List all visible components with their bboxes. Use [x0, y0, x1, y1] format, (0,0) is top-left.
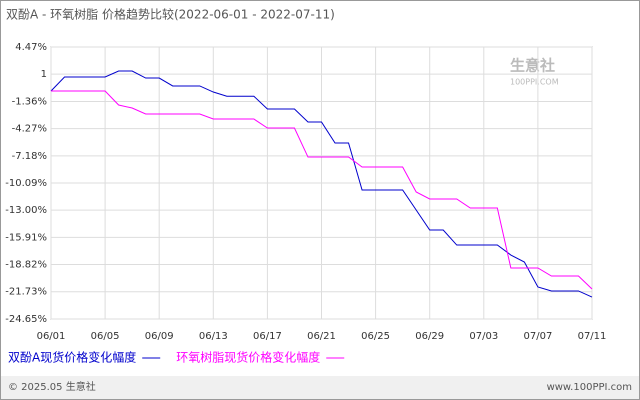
y-tick-label: -7.18%: [12, 151, 47, 162]
y-tick-label: 1: [41, 69, 47, 80]
footer-left: © 2025.05 生意社: [8, 380, 96, 393]
footer-right: www.100PPI.com: [547, 382, 632, 393]
x-tick-label: 06/21: [307, 331, 336, 342]
chart-title: 双酚A - 环氧树脂 价格趋势比较(2022-06-01 - 2022-07-1…: [6, 7, 335, 22]
x-tick-label: 06/17: [253, 331, 282, 342]
y-tick-label: -24.65%: [5, 314, 47, 325]
x-tick-label: 07/07: [523, 331, 552, 342]
y-tick-label: -15.91%: [5, 232, 47, 243]
x-tick-label: 06/25: [361, 331, 390, 342]
x-tick-label: 07/11: [578, 331, 607, 342]
watermark-sub: 100PPI.COM: [510, 78, 559, 87]
footer-bar: [1, 376, 639, 399]
y-tick-label: -21.73%: [5, 287, 47, 298]
x-tick-label: 06/09: [145, 331, 174, 342]
y-tick-label: -1.36%: [12, 96, 47, 107]
x-tick-label: 06/05: [91, 331, 120, 342]
y-tick-label: 4.47%: [15, 42, 47, 53]
x-tick-label: 06/29: [415, 331, 444, 342]
y-tick-label: -13.00%: [5, 205, 47, 216]
y-tick-label: -4.27%: [12, 124, 47, 135]
legend-label: 双酚A现货价格变化幅度: [8, 350, 136, 365]
x-tick-label: 06/01: [37, 331, 66, 342]
legend-label: 环氧树脂现货价格变化幅度: [176, 350, 320, 365]
y-tick-label: -18.82%: [5, 260, 47, 271]
x-tick-label: 06/13: [199, 331, 228, 342]
y-tick-label: -10.09%: [5, 178, 47, 189]
series-line: [50, 70, 593, 298]
watermark: 生意社: [510, 57, 555, 75]
x-tick-label: 07/03: [469, 331, 498, 342]
series-line: [51, 90, 593, 290]
